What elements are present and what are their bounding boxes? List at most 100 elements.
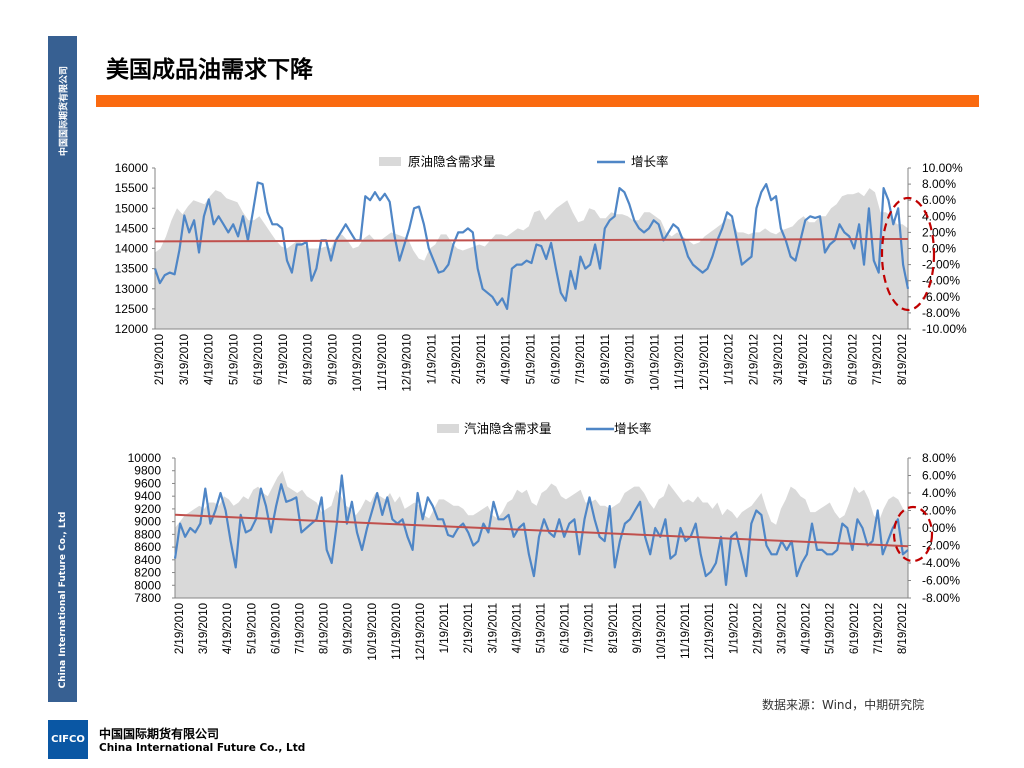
chart2-y-left-tick: 8800 — [134, 527, 161, 541]
chart1-x-tick: 8/19/2011 — [600, 334, 612, 384]
chart2-y-right-tick: -8.00% — [922, 591, 960, 605]
chart1-y-right-tick: -4.00% — [922, 274, 960, 288]
chart1-x-tick: 12/19/2010 — [402, 334, 414, 392]
chart2-y-right-tick: -6.00% — [922, 574, 960, 588]
chart2-x-tick: 2/19/2010 — [174, 603, 186, 654]
chart1-growth-line — [153, 181, 910, 310]
chart1-x-tick: 7/19/2012 — [872, 334, 884, 385]
chart1-y-right-tick: 6.00% — [922, 193, 956, 207]
chart1-x-tick: 12/19/2011 — [699, 334, 711, 391]
chart2-y-left-tick: 9000 — [134, 515, 161, 529]
chart1-x-tick: 9/19/2011 — [625, 334, 637, 384]
chart1-x-tick: 1/19/2012 — [724, 334, 736, 385]
chart2-x-tick: 2/19/2011 — [463, 603, 475, 653]
chart2-x-tick: 12/19/2011 — [704, 603, 716, 660]
chart2-y-left-tick: 8400 — [134, 553, 161, 567]
chart2-y-left-tick: 8000 — [134, 578, 161, 592]
chart1-x-tick: 4/19/2012 — [798, 334, 810, 385]
footer-company-cn: 中国国际期货有限公司 — [99, 727, 220, 741]
chart1-x-tick: 2/19/2012 — [748, 334, 760, 385]
chart1-y-right-tick: -2.00% — [922, 258, 960, 272]
chart1-x-tick: 2/19/2010 — [154, 334, 166, 385]
chart2-y-left-tick: 10000 — [128, 451, 162, 465]
chart2-y-right-tick: 8.00% — [922, 451, 956, 465]
chart1-y-right-tick: 8.00% — [922, 177, 956, 191]
chart2-y-left-tick: 7800 — [134, 591, 161, 605]
chart2-x-tick: 3/19/2012 — [777, 603, 789, 654]
chart2-y-left-tick: 9800 — [134, 464, 161, 478]
chart1-x-tick: 10/19/2011 — [649, 334, 661, 391]
chart1-y-left-tick: 15500 — [115, 181, 149, 195]
chart2-y-left-tick: 9600 — [134, 476, 161, 490]
chart2-y-right-tick: -4.00% — [922, 556, 960, 570]
chart1-x-tick: 4/19/2010 — [204, 334, 216, 385]
chart1-y-right-tick: -8.00% — [922, 306, 960, 320]
chart1-legend-line-label: 增长率 — [631, 154, 669, 169]
slide-title: 美国成品油需求下降 — [106, 57, 313, 83]
chart1-x-tick: 7/19/2011 — [575, 334, 587, 384]
sidebar-strip — [48, 36, 77, 702]
chart2-x-tick: 5/19/2010 — [246, 603, 258, 654]
chart2-x-tick: 5/19/2011 — [536, 603, 548, 653]
chart2-x-tick: 9/19/2010 — [343, 603, 355, 654]
chart1-highlight-ellipse — [880, 196, 936, 312]
chart2-legend-area-label: 汽油隐含需求量 — [464, 421, 552, 436]
chart2-x-tick: 7/19/2012 — [873, 603, 885, 654]
chart1-x-tick: 8/19/2012 — [897, 334, 909, 385]
chart1-x-tick: 6/19/2011 — [550, 334, 562, 384]
chart1-x-tick: 3/19/2010 — [179, 334, 191, 385]
chart2-x-tick: 4/19/2011 — [511, 603, 523, 653]
chart1-y-right-tick: 4.00% — [922, 209, 956, 223]
chart1-y-left-tick: 13500 — [115, 262, 149, 276]
chart1-x-tick: 4/19/2011 — [501, 334, 513, 384]
chart1-y-left-tick: 16000 — [115, 161, 149, 175]
chart1-x-tick: 6/19/2010 — [253, 334, 265, 385]
chart2-y-right-tick: 2.00% — [922, 504, 956, 518]
data-source-note: 数据来源：Wind，中期研究院 — [762, 698, 925, 712]
chart1-x-tick: 2/19/2011 — [451, 334, 463, 384]
chart2-x-tick: 4/19/2012 — [801, 603, 813, 654]
chart1-x-tick: 10/19/2010 — [352, 334, 364, 392]
chart1-y-left-tick: 12000 — [115, 322, 149, 336]
chart2-x-tick: 6/19/2012 — [849, 603, 861, 654]
chart1-y-left-tick: 15000 — [115, 201, 149, 215]
chart1-legend-area-swatch — [379, 157, 401, 166]
chart2-highlight-ellipse — [892, 505, 934, 563]
chart2-area-series — [175, 470, 908, 598]
accent-bar — [96, 95, 979, 107]
chart2-y-right-tick: 6.00% — [922, 469, 956, 483]
chart1-trend-line — [154, 238, 909, 243]
chart2-trend-line — [174, 513, 909, 548]
chart1-x-tick: 8/19/2010 — [303, 334, 315, 385]
chart2-x-tick: 10/19/2011 — [656, 603, 668, 660]
chart2-x-tick: 7/19/2010 — [295, 603, 307, 654]
chart1-y-right-tick: -10.00% — [922, 322, 967, 336]
chart2-x-tick: 11/19/2010 — [391, 603, 403, 660]
chart2-x-tick: 12/19/2010 — [415, 603, 427, 661]
chart1-y-left-tick: 12500 — [115, 302, 149, 316]
chart1-x-tick: 7/19/2010 — [278, 334, 290, 385]
chart2-y-left-tick: 9200 — [134, 502, 161, 516]
chart2-x-tick: 9/19/2011 — [632, 603, 644, 653]
chart1-y-right-tick: 2.00% — [922, 225, 956, 239]
chart2-x-tick: 11/19/2011 — [680, 603, 692, 659]
chart2-x-tick: 2/19/2012 — [752, 603, 764, 654]
chart2-x-tick: 1/19/2012 — [728, 603, 740, 654]
chart1-x-tick: 11/19/2011 — [674, 334, 686, 390]
chart2-legend-area-swatch — [437, 424, 459, 433]
chart1-x-tick: 5/19/2011 — [526, 334, 538, 384]
chart1-y-left-tick: 14000 — [115, 242, 149, 256]
chart2-x-tick: 3/19/2010 — [198, 603, 210, 654]
chart1-y-left-tick: 13000 — [115, 282, 149, 296]
cifco-logo: CIFCO — [48, 720, 88, 759]
chart1-y-right-tick: 0.00% — [922, 242, 956, 256]
chart2-x-tick: 8/19/2012 — [897, 603, 909, 654]
chart1-area-series — [155, 188, 908, 329]
chart2-y-left-tick: 9400 — [134, 489, 161, 503]
chart2-growth-line — [173, 474, 909, 586]
chart1-x-tick: 5/19/2012 — [823, 334, 835, 385]
chart2-x-tick: 8/19/2010 — [319, 603, 331, 654]
chart1-x-tick: 9/19/2010 — [327, 334, 339, 385]
chart2-x-tick: 5/19/2012 — [825, 603, 837, 654]
